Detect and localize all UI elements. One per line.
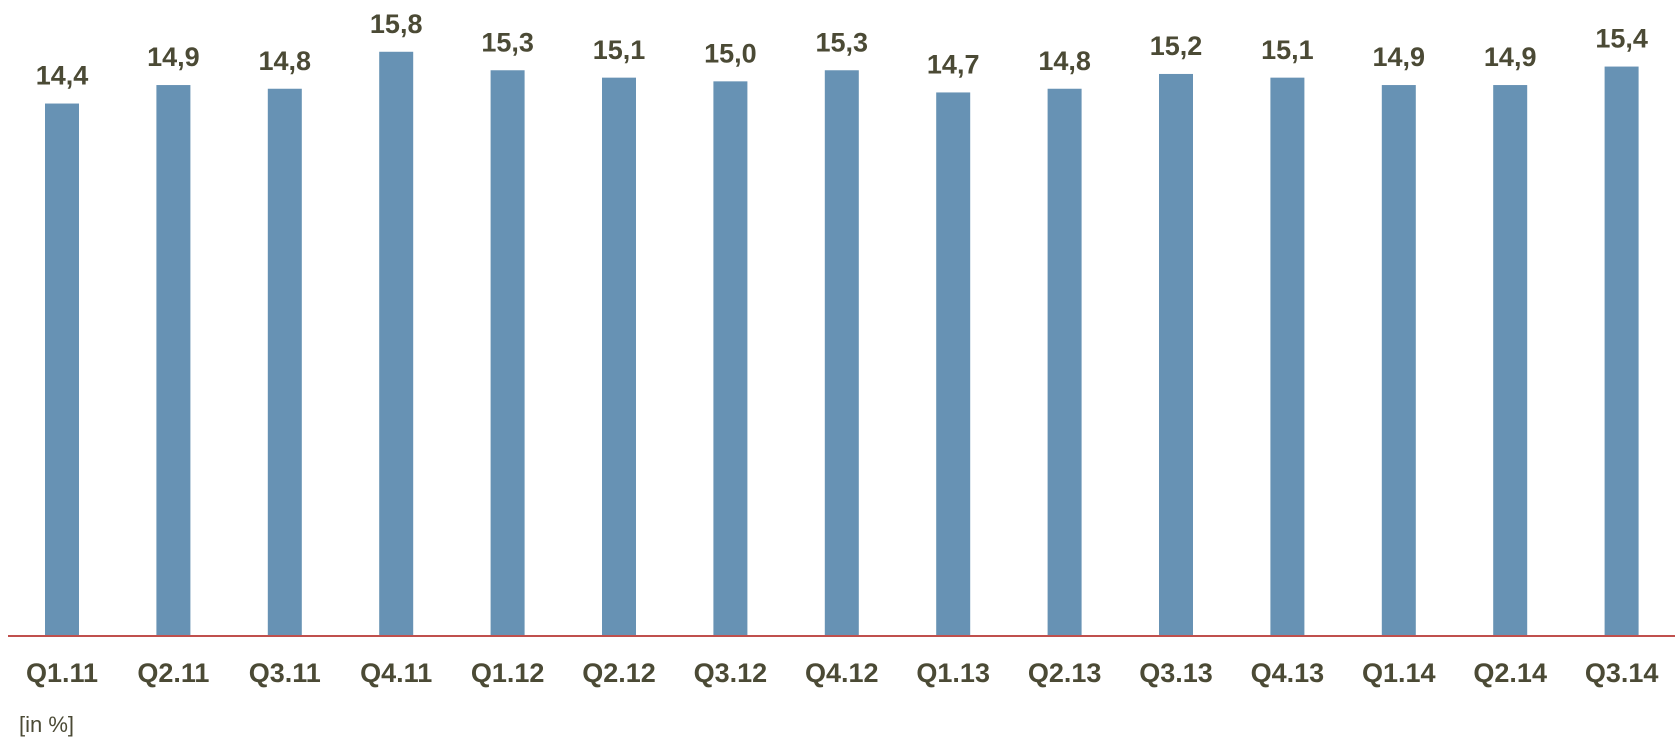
value-label: 15,1 [1261,35,1314,65]
x-tick-label: Q3.14 [1585,658,1659,688]
x-tick-label: Q2.11 [137,658,209,688]
x-tick-label: Q4.13 [1251,658,1325,688]
value-label: 15,1 [593,35,646,65]
value-label: 14,4 [36,61,89,91]
x-tick-label: Q3.13 [1139,658,1213,688]
bar [1159,73,1193,636]
value-label: 15,8 [370,9,423,39]
bar [379,51,414,636]
bar [1493,85,1528,636]
value-label: 15,2 [1150,31,1203,61]
x-tick-label: Q4.11 [360,658,432,688]
value-label: 15,4 [1595,24,1648,54]
value-label: 14,9 [147,42,200,72]
value-label: 15,0 [704,38,757,68]
value-label: 15,3 [816,27,869,57]
bar [824,70,859,637]
bar [156,85,191,636]
bar [45,103,79,636]
x-tick-label: Q2.12 [582,658,656,688]
value-label: 14,8 [259,46,312,76]
bar [490,70,525,637]
x-tick-label: Q4.12 [805,658,879,688]
x-tick-label: Q1.14 [1362,658,1436,688]
bar [602,77,636,636]
x-tick-label: Q3.12 [694,658,768,688]
bar [267,88,302,636]
bar [713,81,748,637]
value-label: 15,3 [481,27,534,57]
x-tick-label: Q1.11 [26,658,98,688]
x-tick-label: Q3.11 [249,658,321,688]
x-tick-label: Q2.14 [1473,658,1547,688]
x-tick-label: Q2.13 [1028,658,1102,688]
value-label: 14,9 [1484,42,1537,72]
x-tick-label: Q1.13 [916,658,990,688]
value-label: 14,8 [1038,46,1091,76]
value-label: 14,7 [927,50,980,80]
bar [1381,85,1416,636]
bar [1047,88,1082,636]
bar [1604,66,1639,637]
unit-note: [in %] [19,712,74,737]
bar [1270,77,1305,636]
value-label: 14,9 [1373,42,1426,72]
bar [936,92,971,636]
x-tick-label: Q1.12 [471,658,545,688]
